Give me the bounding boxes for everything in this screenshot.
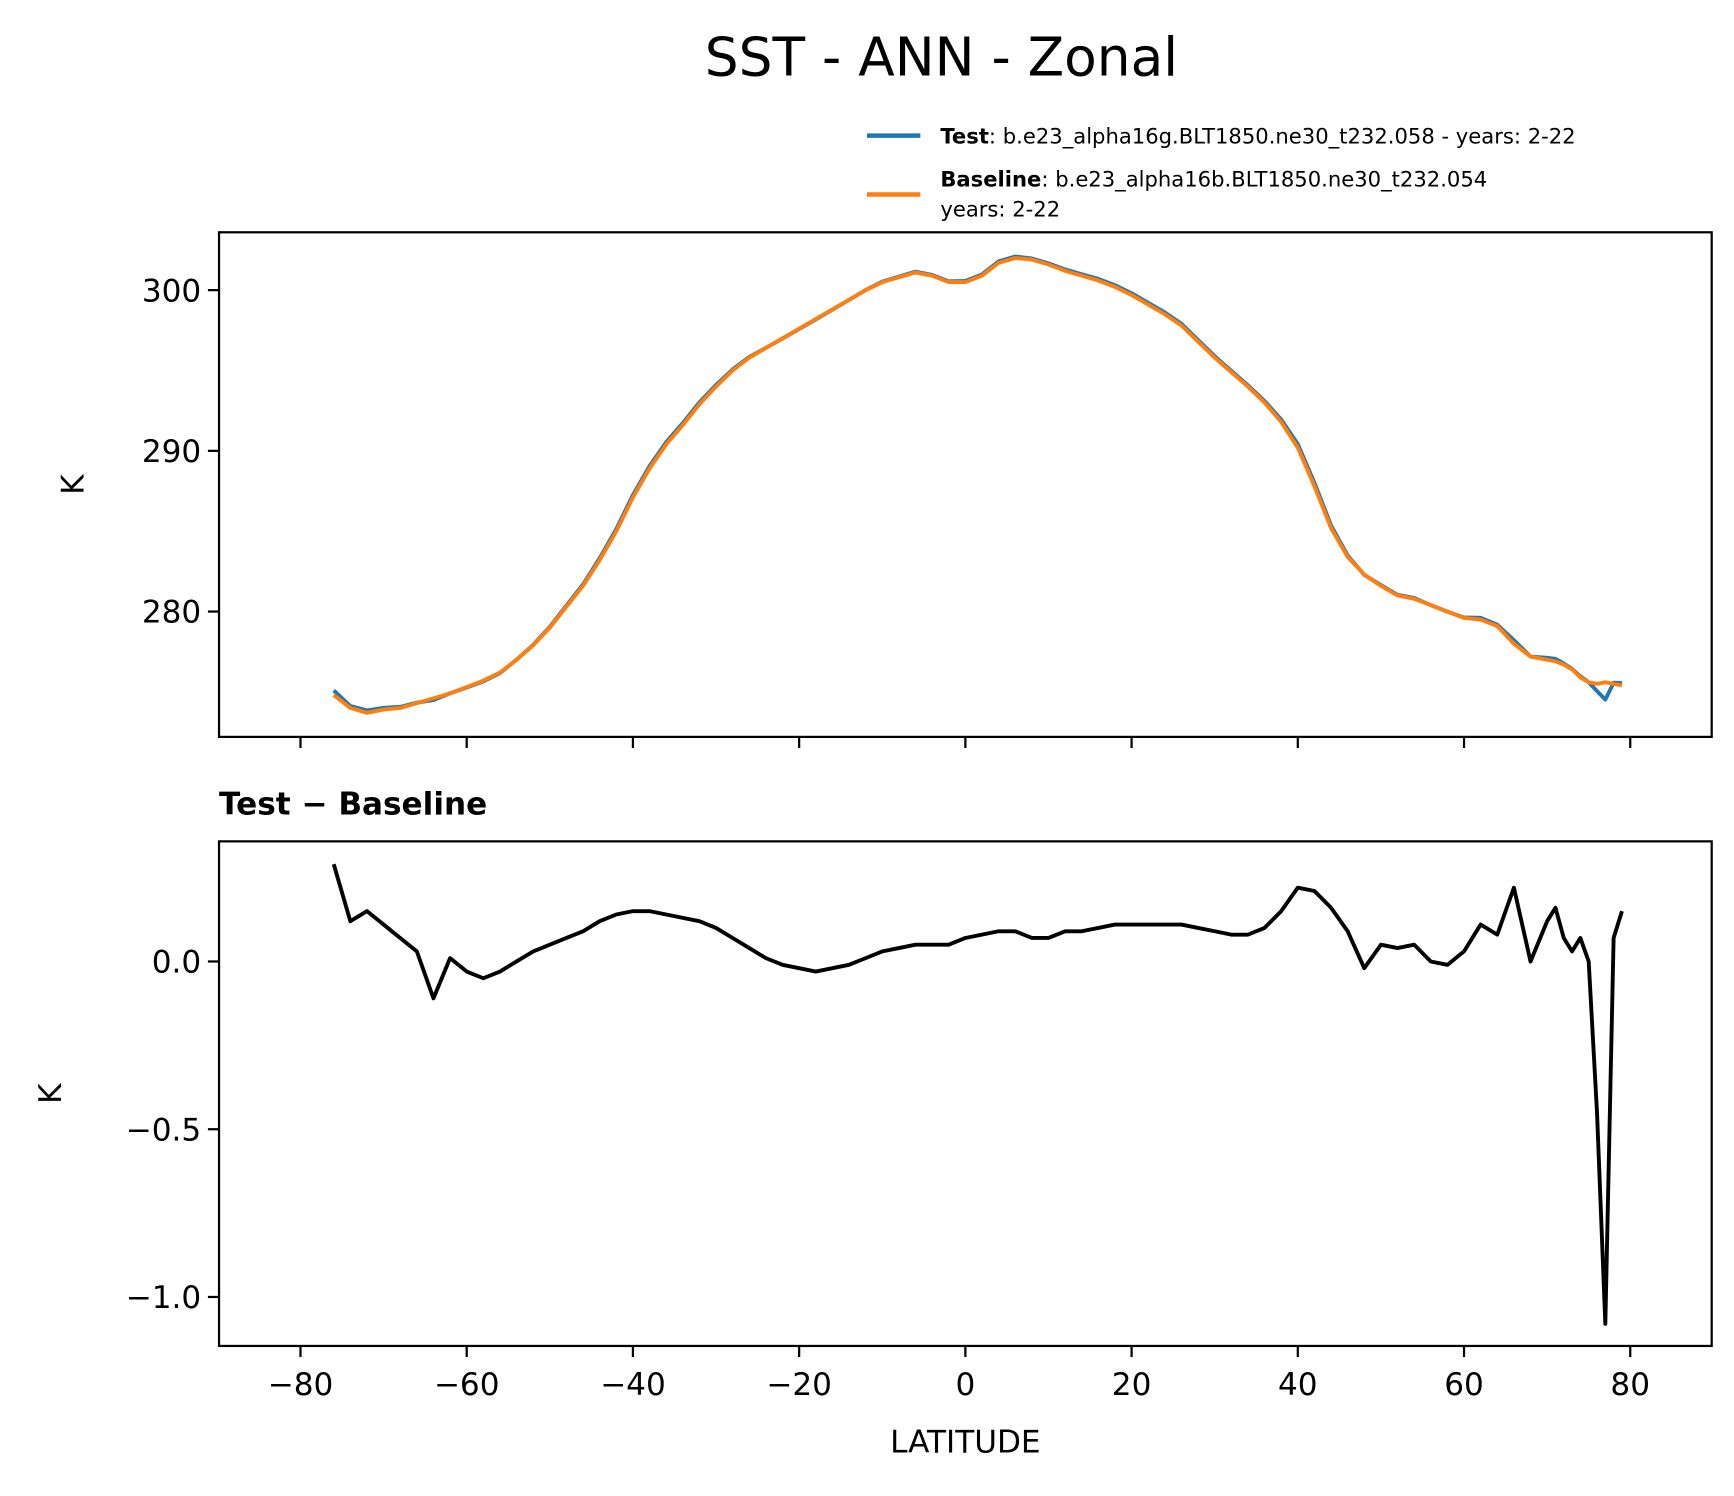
legend-description: : b.e23_alpha16g.BLT1850.ne30_t232.058 -…	[989, 123, 1576, 149]
legend-description: : b.e23_alpha16b.BLT1850.ne30_t232.054	[1041, 167, 1487, 193]
y-tick-label: −0.5	[126, 1112, 202, 1148]
y-tick-label: 0.0	[152, 945, 201, 981]
legend-text: Baseline: b.e23_alpha16b.BLT1850.ne30_t2…	[940, 167, 1487, 193]
y-axis-label: K	[33, 1082, 69, 1104]
figure-title: SST - ANN - Zonal	[705, 26, 1178, 89]
y-tick-label: 280	[142, 595, 201, 631]
data-line	[332, 256, 1623, 715]
legend-name: Baseline	[940, 167, 1041, 192]
x-tick-label: 20	[1112, 1367, 1152, 1403]
y-tick-label: 290	[142, 434, 201, 470]
subplot-title: Test − Baseline	[219, 787, 487, 823]
plot-area	[332, 254, 1623, 715]
legend-text: Test: b.e23_alpha16g.BLT1850.ne30_t232.0…	[940, 123, 1575, 149]
x-tick-label: −80	[268, 1367, 334, 1403]
y-tick-label: 300	[142, 273, 201, 309]
x-tick-label: 0	[955, 1367, 975, 1403]
y-axis-label: K	[55, 473, 91, 495]
data-line	[331, 863, 1624, 1326]
x-tick-label: −60	[434, 1367, 500, 1403]
plot-area	[331, 863, 1624, 1326]
y-tick-label: −1.0	[126, 1280, 202, 1316]
x-tick-label: 60	[1444, 1367, 1484, 1403]
x-axis-label: LATITUDE	[890, 1425, 1040, 1461]
x-tick-label: 80	[1610, 1367, 1650, 1403]
legend-text: years: 2-22	[940, 197, 1060, 222]
legend-name: Test	[940, 123, 989, 148]
x-tick-label: −20	[766, 1367, 832, 1403]
legend-description: years: 2-22	[940, 197, 1060, 222]
x-tick-label: 40	[1278, 1367, 1318, 1403]
x-tick-label: −40	[600, 1367, 666, 1403]
